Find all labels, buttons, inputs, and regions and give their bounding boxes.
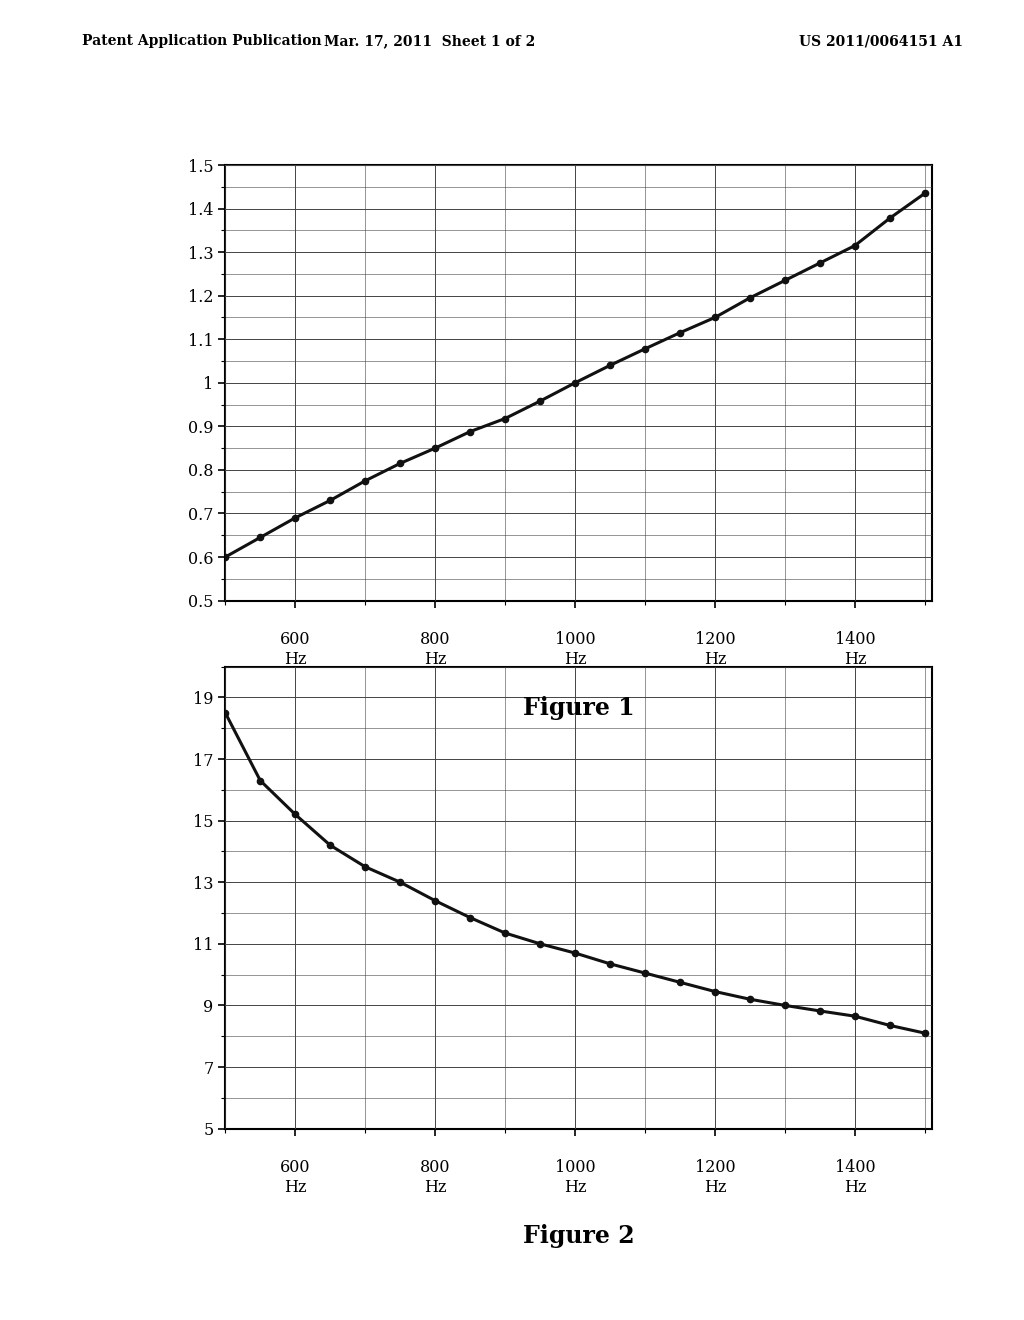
Text: 1400
Hz: 1400 Hz bbox=[835, 1159, 876, 1196]
Text: Patent Application Publication: Patent Application Publication bbox=[82, 34, 322, 49]
Text: 1400
Hz: 1400 Hz bbox=[835, 631, 876, 668]
Text: Figure 1: Figure 1 bbox=[522, 696, 635, 719]
Text: Figure 2: Figure 2 bbox=[522, 1224, 635, 1247]
Text: 1200
Hz: 1200 Hz bbox=[694, 631, 735, 668]
Text: 800
Hz: 800 Hz bbox=[420, 631, 451, 668]
Text: 1000
Hz: 1000 Hz bbox=[555, 631, 595, 668]
Text: US 2011/0064151 A1: US 2011/0064151 A1 bbox=[799, 34, 963, 49]
Text: 1000
Hz: 1000 Hz bbox=[555, 1159, 595, 1196]
Text: 800
Hz: 800 Hz bbox=[420, 1159, 451, 1196]
Text: 600
Hz: 600 Hz bbox=[280, 631, 310, 668]
Text: 1200
Hz: 1200 Hz bbox=[694, 1159, 735, 1196]
Text: Mar. 17, 2011  Sheet 1 of 2: Mar. 17, 2011 Sheet 1 of 2 bbox=[325, 34, 536, 49]
Text: 600
Hz: 600 Hz bbox=[280, 1159, 310, 1196]
